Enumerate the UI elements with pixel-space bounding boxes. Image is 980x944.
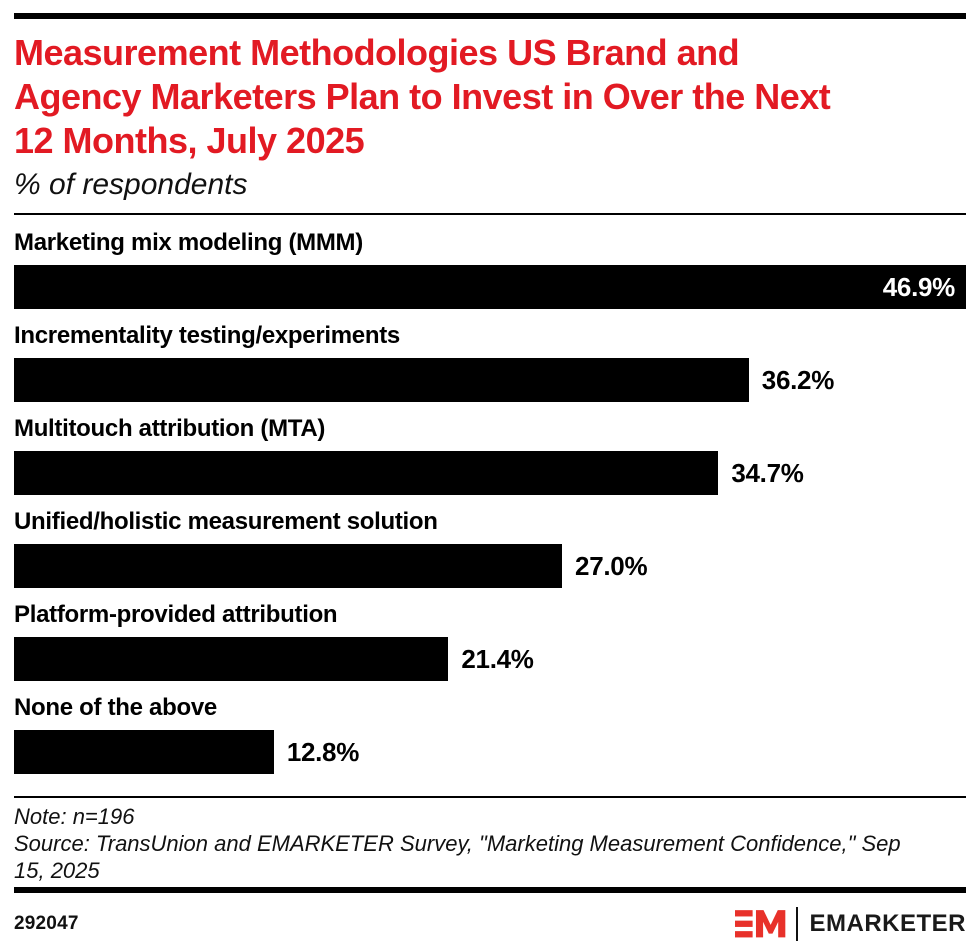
top-rule — [14, 13, 966, 19]
bar-row: Multitouch attribution (MTA) 34.7% — [14, 414, 966, 495]
value-label-outside: 12.8% — [286, 737, 360, 767]
bar-row: Marketing mix modeling (MMM) 46.9% — [14, 228, 966, 309]
bar-row: Incrementality testing/experiments 36.2% — [14, 321, 966, 402]
value-label-inside: 46.9% — [882, 272, 956, 302]
chart-id: 292047 — [14, 913, 79, 934]
logo-divider — [796, 907, 799, 941]
chart-title: Measurement Methodologies US Brand and A… — [14, 31, 966, 163]
chart-title-line-1: Measurement Methodologies US Brand and — [14, 32, 740, 73]
bar-row: None of the above 12.8% — [14, 693, 966, 774]
bar-row: Platform-provided attribution 21.4% — [14, 600, 966, 681]
header-divider — [14, 213, 966, 215]
emarketer-wordmark: EMARKETER — [809, 910, 966, 937]
bar — [14, 544, 563, 588]
bottom-rule — [14, 887, 966, 893]
bar — [14, 358, 749, 402]
chart-title-line-2: Agency Marketers Plan to Invest in Over … — [14, 76, 831, 117]
footer-bar: 292047 EMARKETER — [14, 905, 966, 943]
bar-track: 12.8% — [14, 730, 966, 774]
footer-divider — [14, 796, 966, 798]
category-label: Incrementality testing/experiments — [14, 322, 400, 349]
bar-track: 34.7% — [14, 451, 966, 495]
bar-track: 36.2% — [14, 358, 966, 402]
category-label: Platform-provided attribution — [14, 601, 338, 628]
bar-track: 27.0% — [14, 544, 966, 588]
bar-chart: Marketing mix modeling (MMM) 46.9% Incre… — [14, 228, 966, 774]
value-label-outside: 36.2% — [761, 365, 835, 395]
notes-block: Note: n=196 Source: TransUnion and EMARK… — [14, 803, 966, 884]
bar: 46.9% — [14, 265, 966, 309]
bar — [14, 730, 274, 774]
bar-track: 21.4% — [14, 637, 966, 681]
emarketer-monogram-icon — [735, 910, 786, 938]
note-text: Note: n=196 — [14, 804, 135, 829]
value-label-outside: 27.0% — [575, 551, 648, 581]
bar-track: 46.9% — [14, 265, 966, 309]
bar-row: Unified/holistic measurement solution 27… — [14, 507, 966, 588]
bar — [14, 637, 449, 681]
value-label-outside: 34.7% — [731, 458, 804, 488]
source-text-line-2: 15, 2025 — [14, 858, 100, 883]
value-label-outside: 21.4% — [461, 644, 534, 674]
source-text-line-1: Source: TransUnion and EMARKETER Survey,… — [14, 831, 901, 856]
emarketer-logo: EMARKETER — [735, 905, 966, 943]
category-label: None of the above — [14, 694, 217, 721]
bar — [14, 451, 719, 495]
chart-title-line-3: 12 Months, July 2025 — [14, 120, 365, 161]
category-label: Marketing mix modeling (MMM) — [14, 229, 363, 256]
category-label: Unified/holistic measurement solution — [14, 508, 438, 535]
chart-subtitle: % of respondents — [14, 168, 248, 201]
category-label: Multitouch attribution (MTA) — [14, 415, 326, 442]
